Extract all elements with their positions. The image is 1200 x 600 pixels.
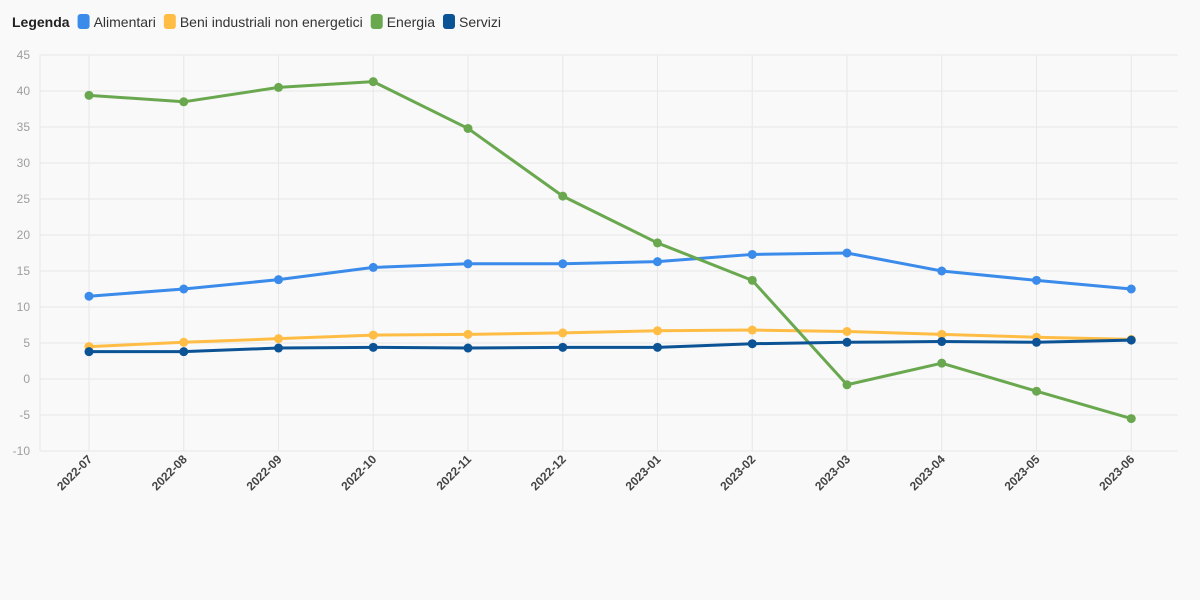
x-tick-label: 2023-03 [812,452,853,493]
data-point-energia[interactable] [842,380,852,390]
x-tick-label: 2023-06 [1096,452,1137,493]
legend-item-alimentari[interactable]: Alimentari [77,14,156,30]
data-point-beni-industriali-non-energetici[interactable] [653,326,662,336]
data-point-alimentari[interactable] [368,262,378,272]
data-point-servizi[interactable] [937,337,947,347]
data-point-servizi[interactable] [274,343,283,353]
data-point-alimentari[interactable] [937,266,947,276]
data-point-energia[interactable] [274,82,283,92]
data-point-alimentari[interactable] [653,257,662,267]
data-point-servizi[interactable] [368,342,378,352]
legend-label: Energia [387,14,435,30]
x-tick-label: 2022-12 [528,452,569,493]
x-tick-label: 2023-05 [1002,452,1043,493]
data-point-alimentari[interactable] [747,249,757,259]
y-tick-label: 10 [17,300,31,314]
data-point-energia[interactable] [1126,414,1136,424]
series-line-energia [87,80,1133,421]
x-axis-ticks: 2022-07 2022-08 2022-09 2022-10 2022-11 2022-… [54,452,1138,493]
data-point-beni-industriali-non-energetici[interactable] [274,334,283,344]
data-point-beni-industriali-non-energetici[interactable] [937,329,947,339]
data-point-servizi[interactable] [653,342,662,352]
data-point-energia[interactable] [937,358,947,368]
x-tick-label: 2022-10 [338,452,379,493]
series-alimentari [84,248,1136,301]
y-tick-label: 40 [17,84,31,98]
data-point-beni-industriali-non-energetici[interactable] [747,325,757,335]
data-point-servizi[interactable] [842,337,852,347]
data-point-alimentari[interactable] [179,284,189,294]
legend-swatch [442,14,455,29]
y-tick-label: -5 [19,408,30,422]
data-point-alimentari[interactable] [842,248,852,258]
y-tick-label: 5 [23,336,30,350]
x-tick-label: 2022-11 [434,452,475,493]
series-line-alimentari [87,251,1133,298]
y-axis-ticks: 45 40 35 30 25 20 15 10 5 0 -5 -10 [13,48,31,458]
data-point-beni-industriali-non-energetici[interactable] [558,328,568,338]
data-point-servizi[interactable] [1032,337,1041,347]
legend-label: Servizi [459,14,501,30]
data-point-energia[interactable] [463,123,473,133]
y-tick-label: 15 [17,264,31,278]
data-point-beni-industriali-non-energetici[interactable] [368,330,378,340]
data-point-energia[interactable] [84,90,94,100]
x-tick-label: 2022-07 [54,452,95,493]
x-tick-label: 2022-08 [149,452,190,493]
legend: Legenda Alimentari Beni industriali non e… [12,14,501,30]
legend-swatch [77,14,90,29]
grid [39,54,1178,452]
legend-label: Alimentari [94,14,156,30]
legend-title: Legenda [12,14,70,30]
data-point-energia[interactable] [179,97,189,107]
legend-item-beni-industriali-non-energetici[interactable]: Beni industriali non energetici [163,14,363,30]
data-point-alimentari[interactable] [84,291,94,301]
data-point-servizi[interactable] [463,343,473,353]
y-tick-label: 30 [17,156,31,170]
legend-item-servizi[interactable]: Servizi [442,14,501,30]
x-tick-label: 2023-04 [907,452,948,493]
legend-item-energia[interactable]: Energia [370,14,435,30]
data-point-beni-industriali-non-energetici[interactable] [842,326,852,336]
legend-items: Alimentari Beni industriali non energetic… [77,14,501,30]
series-group [84,77,1136,424]
x-tick-label: 2023-01 [623,452,664,493]
x-tick-label: 2022-09 [244,452,285,493]
y-tick-label: 20 [17,228,31,242]
series-energia [84,77,1136,424]
data-point-servizi[interactable] [84,347,94,357]
data-point-alimentari[interactable] [463,259,473,269]
data-point-energia[interactable] [747,275,757,285]
data-point-servizi[interactable] [179,347,189,357]
y-tick-label: 0 [23,372,30,386]
y-tick-label: 25 [17,192,31,206]
data-point-energia[interactable] [1032,386,1041,396]
y-tick-label: 45 [17,48,31,62]
legend-swatch [163,14,176,29]
data-point-alimentari[interactable] [558,259,568,269]
y-tick-label: -10 [13,444,31,458]
data-point-alimentari[interactable] [1126,284,1136,294]
legend-label: Beni industriali non energetici [180,14,363,30]
data-point-servizi[interactable] [1126,335,1136,345]
series-line-beni-industriali-non-energetici [87,328,1133,349]
data-point-beni-industriali-non-energetici[interactable] [463,329,473,339]
data-point-energia[interactable] [368,77,378,87]
data-point-beni-industriali-non-energetici[interactable] [179,337,189,347]
series-servizi [84,335,1136,357]
legend-swatch [370,14,383,29]
data-point-energia[interactable] [653,238,662,248]
y-tick-label: 35 [17,120,31,134]
data-point-energia[interactable] [558,191,568,201]
data-point-servizi[interactable] [558,342,568,352]
data-point-alimentari[interactable] [274,275,283,285]
data-point-alimentari[interactable] [1032,275,1041,285]
series-line-servizi [87,338,1133,354]
data-point-servizi[interactable] [747,339,757,349]
x-tick-label: 2023-02 [717,452,758,493]
